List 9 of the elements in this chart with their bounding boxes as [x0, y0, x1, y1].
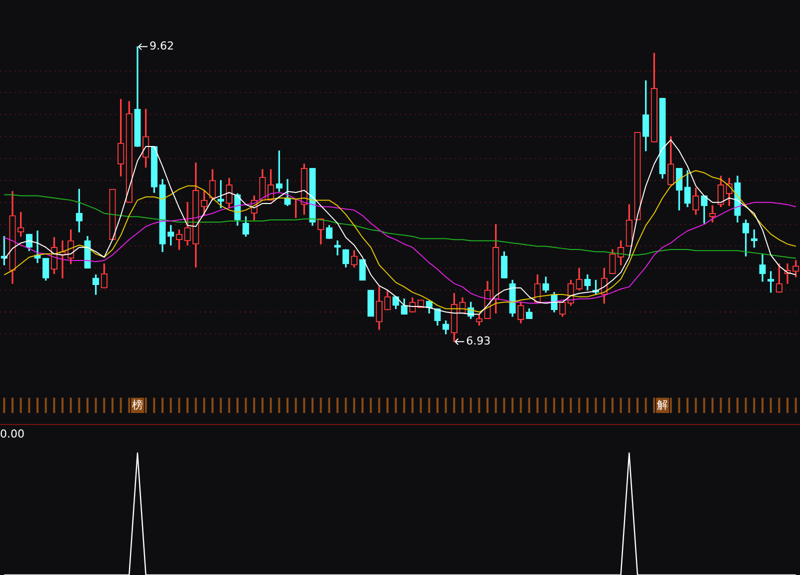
candlestick — [359, 259, 366, 281]
candlestick — [109, 188, 116, 240]
x-tick-label: 榜 — [132, 398, 143, 412]
annotation: 6.93 — [466, 334, 491, 348]
text: 0.00 — [0, 427, 24, 440]
x-tick-label: 解 — [657, 398, 668, 412]
candlestick — [368, 290, 374, 317]
annotation: 9.62 — [150, 40, 174, 53]
candlestick — [634, 132, 641, 220]
